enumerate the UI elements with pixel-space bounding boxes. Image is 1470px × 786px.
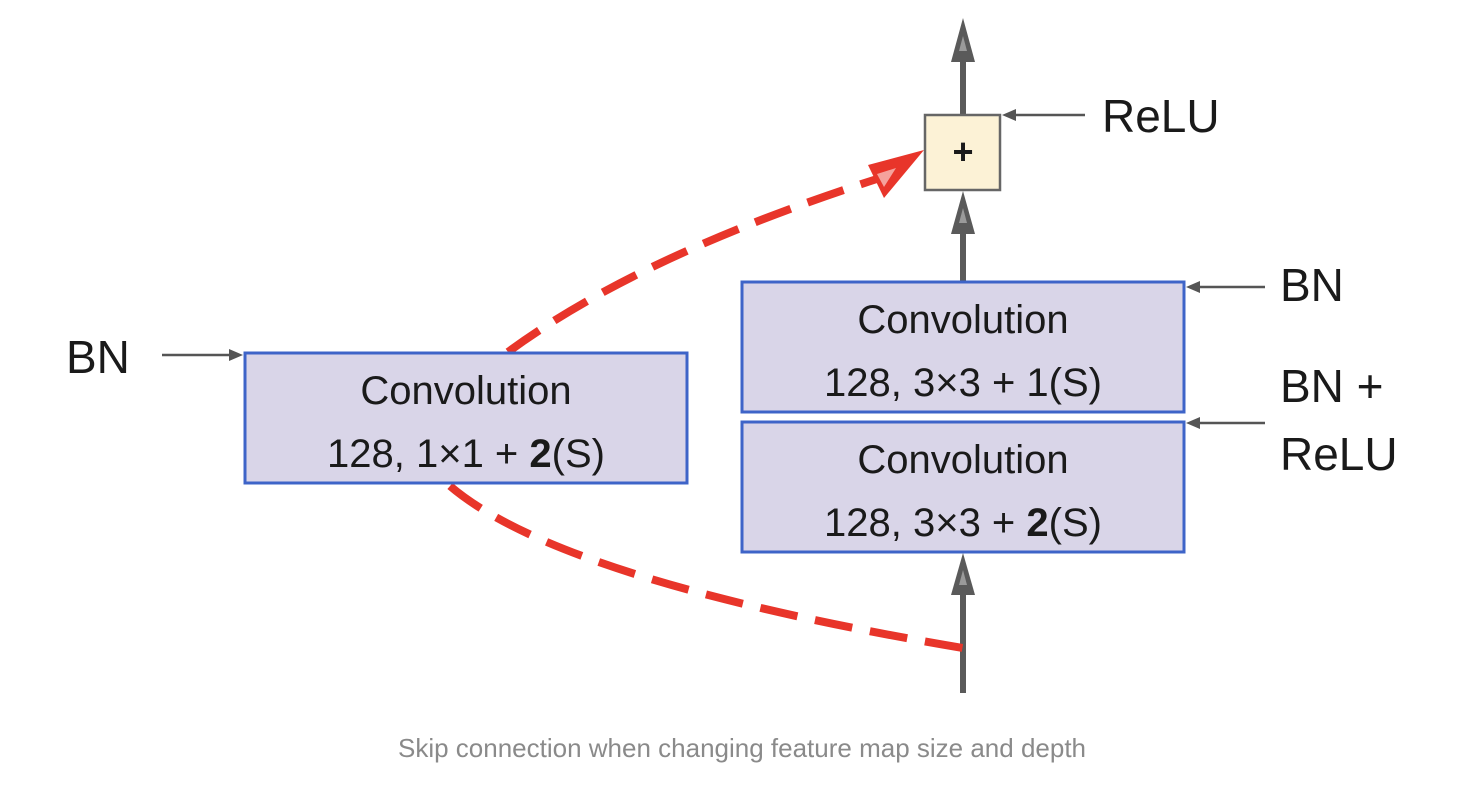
bn-left-label: BN xyxy=(66,331,130,383)
add-symbol: + xyxy=(952,131,973,172)
bn-top-arrow-head xyxy=(1186,281,1200,293)
conv-bottom-box xyxy=(740,420,1186,554)
input-arrow-head-inner xyxy=(959,570,967,585)
add-node: + xyxy=(923,113,1002,192)
conv-top: Convolution 128, 3×3 + 1(S) xyxy=(740,280,1186,414)
figure-caption: Skip connection when changing feature ma… xyxy=(397,733,1087,763)
skip-arrow-head xyxy=(868,150,924,198)
conv-bottom-params: 128, 3×3 + 2(S) xyxy=(824,501,1102,545)
shortcut-conv-box xyxy=(243,351,689,485)
conv-top-params: 128, 3×3 + 1(S) xyxy=(824,361,1102,405)
side-annotations: ReLU BN BN + ReLU BN xyxy=(66,90,1398,480)
bn-top-label: BN xyxy=(1280,259,1344,311)
relu-label: ReLU xyxy=(1102,90,1220,142)
skip-dashed-upper xyxy=(505,174,882,356)
conv-top-title: Convolution xyxy=(857,298,1068,342)
main-path xyxy=(951,18,975,693)
conv-to-add-head-inner xyxy=(959,208,967,223)
add-box xyxy=(923,113,1002,192)
conv-top-box xyxy=(740,280,1186,414)
conv-bottom-title: Convolution xyxy=(857,438,1068,482)
bn-relu-arrow-head xyxy=(1186,417,1200,429)
shortcut-conv-params: 128, 1×1 + 2(S) xyxy=(327,432,605,476)
bn-left-arrow-head xyxy=(229,349,243,361)
skip-dashed-lower xyxy=(447,482,964,652)
shortcut-conv: Convolution 128, 1×1 + 2(S) xyxy=(243,351,689,485)
output-arrow-head-inner xyxy=(959,36,967,51)
relu-arrow-head xyxy=(1002,109,1016,121)
bn-relu-label-line1: BN + xyxy=(1280,360,1384,412)
bn-relu-label-line2: ReLU xyxy=(1280,428,1398,480)
shortcut-conv-title: Convolution xyxy=(360,369,571,413)
conv-bottom: Convolution 128, 3×3 + 2(S) xyxy=(740,420,1186,554)
skip-connection xyxy=(447,150,964,652)
skip-arrow-head-inner xyxy=(877,168,896,187)
